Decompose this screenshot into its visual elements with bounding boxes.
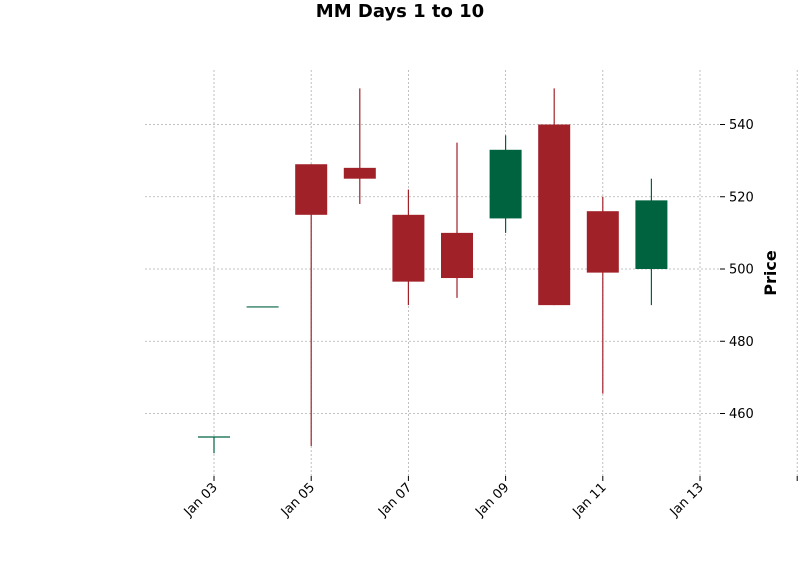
candle-body [441, 232, 473, 279]
chart-title: MM Days 1 to 10 [316, 1, 484, 22]
candle [295, 164, 328, 447]
candle-body [343, 167, 376, 179]
x-tick-label: Jan 07 [375, 480, 415, 520]
candle [635, 178, 668, 306]
y-tick-label: 460 [729, 407, 754, 422]
candles [198, 88, 668, 454]
candle [489, 135, 522, 233]
candle [198, 436, 230, 454]
candle-body [586, 211, 619, 273]
x-tick-label: Jan 03 [181, 480, 221, 520]
y-tick-label: 540 [729, 118, 754, 133]
y-tick-label: 480 [729, 335, 754, 350]
x-tick-label: Jan 05 [278, 480, 318, 520]
candle-body [635, 200, 668, 269]
candle [343, 88, 376, 204]
axes: 460 480 500 520 540 Jan 03 Jan 05 Jan 07 Jan 09 J… [181, 118, 798, 520]
y-tick-label: 520 [729, 190, 754, 205]
y-axis-label: Price [761, 250, 780, 296]
candle [538, 88, 571, 306]
x-tick-label: Jan 11 [570, 480, 610, 520]
y-tick-label: 500 [729, 263, 754, 278]
candle [441, 142, 473, 298]
candle [586, 196, 619, 394]
candle-body [392, 214, 425, 282]
candle-body [489, 149, 522, 219]
candle [392, 189, 425, 306]
candle-body [295, 164, 328, 215]
x-tick-label: Jan 09 [472, 480, 512, 520]
x-tick-label: Jan 13 [667, 480, 707, 520]
candle-body [538, 124, 571, 306]
